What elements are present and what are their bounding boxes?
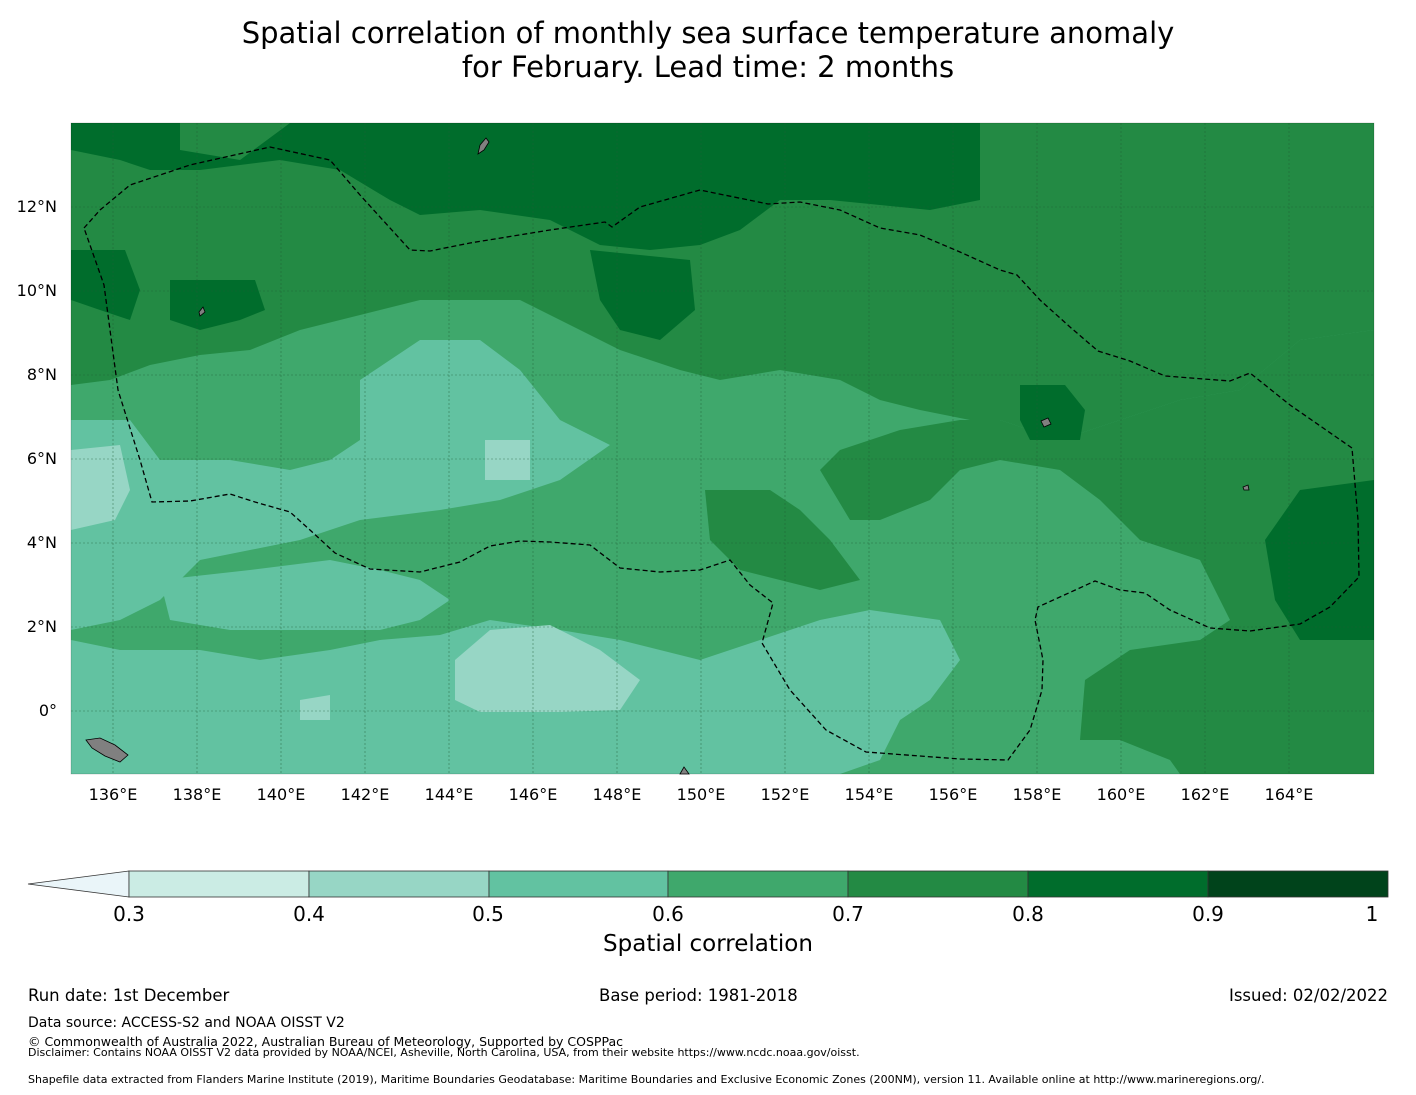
land-masses bbox=[85, 137, 1250, 775]
colorbar-bin-0.4-0.5 bbox=[308, 870, 490, 898]
x-tick-162E: 162°E bbox=[1180, 785, 1230, 804]
x-tick-152E: 152°E bbox=[760, 785, 810, 804]
colorbar-bin-0.7-0.8 bbox=[847, 870, 1029, 898]
region-0.7-0.8-mid bbox=[705, 490, 860, 590]
island-new-guinea-east bbox=[679, 766, 690, 775]
region-0.8-0.9-west bbox=[71, 250, 140, 320]
region-0.8-0.9-pohnpei bbox=[1020, 385, 1085, 440]
island-palau bbox=[198, 306, 206, 317]
colorbar-tick-0.7: 0.7 bbox=[832, 902, 864, 926]
colorbar-bin-0.6-0.7 bbox=[667, 870, 849, 898]
colorbar-tick-0.3: 0.3 bbox=[113, 902, 145, 926]
colorbar-bin-0.5-0.6 bbox=[488, 870, 669, 898]
region-0.5-0.6-mid bbox=[160, 560, 450, 630]
colorbar-tick-0.5: 0.5 bbox=[472, 902, 504, 926]
x-tick-156E: 156°E bbox=[928, 785, 978, 804]
colorbar-extend-arrow bbox=[27, 870, 130, 898]
colorbar-tick-0.8: 0.8 bbox=[1012, 902, 1044, 926]
colorbar-bin-0.9-1 bbox=[1207, 870, 1389, 898]
y-tick-2N: 2°N bbox=[26, 617, 57, 636]
x-tick-164E: 164°E bbox=[1264, 785, 1314, 804]
y-tick-0: 0° bbox=[38, 701, 57, 720]
x-tick-144E: 144°E bbox=[424, 785, 474, 804]
x-tick-138E: 138°E bbox=[172, 785, 222, 804]
correlation-map bbox=[27, 122, 1389, 898]
run-date: Run date: 1st December bbox=[28, 986, 230, 1005]
colorbar-tick-0.6: 0.6 bbox=[652, 902, 684, 926]
eez-boundary bbox=[83, 146, 1360, 761]
x-tick-142E: 142°E bbox=[340, 785, 390, 804]
map-frame bbox=[70, 122, 1375, 775]
x-tick-148E: 148°E bbox=[592, 785, 642, 804]
x-tick-140E: 140°E bbox=[256, 785, 306, 804]
region-0.8-0.9-palau bbox=[170, 280, 265, 330]
colorbar-tick-0.4: 0.4 bbox=[293, 902, 325, 926]
x-tick-146E: 146°E bbox=[508, 785, 558, 804]
colorbar-tick-0.9: 0.9 bbox=[1192, 902, 1224, 926]
chart-title-line1: Spatial correlation of monthly sea surfa… bbox=[241, 16, 1175, 50]
region-0.4-0.5-sw bbox=[300, 695, 330, 720]
disclaimer: Disclaimer: Contains NOAA OISST V2 data … bbox=[28, 1046, 860, 1059]
region-0.4-0.5-south bbox=[455, 625, 640, 712]
issued-date: Issued: 02/02/2022 bbox=[1228, 986, 1388, 1005]
region-0.8-0.9-ne bbox=[590, 250, 695, 340]
island-new-guinea-west bbox=[85, 737, 129, 763]
island-kosrae bbox=[1242, 484, 1250, 491]
x-tick-154E: 154°E bbox=[844, 785, 894, 804]
base-period: Base period: 1981-2018 bbox=[599, 986, 798, 1005]
region-0.8-0.9-east bbox=[1265, 480, 1374, 640]
y-tick-4N: 4°N bbox=[26, 533, 57, 552]
colorbar-bin-0.8-0.9 bbox=[1027, 870, 1209, 898]
y-tick-6N: 6°N bbox=[26, 449, 57, 468]
x-tick-136E: 136°E bbox=[88, 785, 138, 804]
island-pohnpei bbox=[1040, 417, 1052, 428]
y-tick-10N: 10°N bbox=[16, 281, 57, 300]
data-source: Data source: ACCESS-S2 and NOAA OISST V2 bbox=[28, 1015, 345, 1031]
chart-title-line2: for February. Lead time: 2 months bbox=[461, 50, 955, 84]
shapefile-credit: Shapefile data extracted from Flanders M… bbox=[28, 1073, 1265, 1086]
copyright: © Commonwealth of Australia 2022, Austra… bbox=[28, 1034, 623, 1049]
colorbar-label: Spatial correlation bbox=[603, 931, 813, 957]
y-tick-12N: 12°N bbox=[16, 197, 57, 216]
colorbar bbox=[27, 870, 1389, 898]
colorbar-bin-0.3-0.4 bbox=[128, 870, 310, 898]
region-0.7-0.8-east bbox=[820, 330, 1374, 774]
region-0.4-0.5-center bbox=[485, 440, 530, 480]
x-tick-158E: 158°E bbox=[1012, 785, 1062, 804]
x-tick-160E: 160°E bbox=[1096, 785, 1146, 804]
map-gridlines bbox=[71, 123, 1374, 774]
colorbar-tick-1: 1 bbox=[1365, 902, 1379, 926]
x-tick-150E: 150°E bbox=[676, 785, 726, 804]
region-0.5-0.6-west bbox=[71, 340, 610, 630]
y-tick-8N: 8°N bbox=[26, 365, 57, 384]
region-0.8-0.9-north bbox=[71, 123, 980, 250]
region-0.4-0.5-west bbox=[71, 445, 130, 530]
island-guam bbox=[477, 137, 490, 155]
